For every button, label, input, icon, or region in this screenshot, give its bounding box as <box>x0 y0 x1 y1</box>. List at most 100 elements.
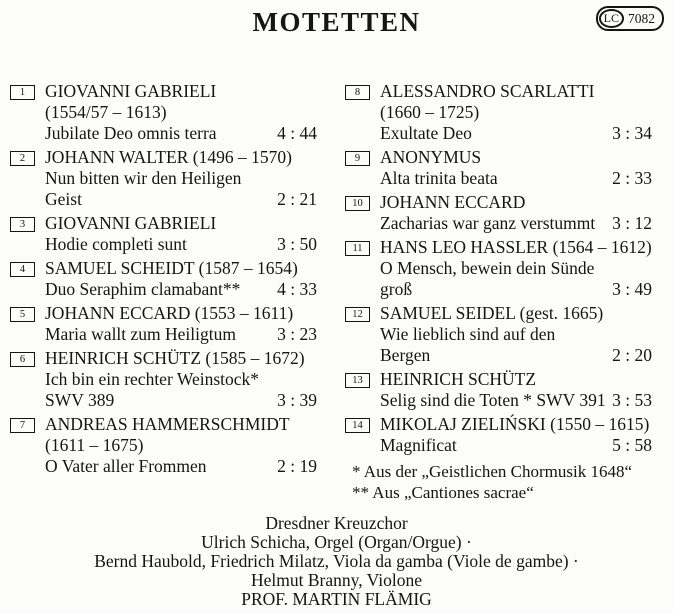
track-lines: JOHANN ECCARD (1553 – 1611) Maria wallt z… <box>45 303 317 345</box>
composer-name: HANS LEO HASSLER (1564 – 1612) <box>380 237 652 257</box>
track-duration: 3 : 53 <box>612 390 652 410</box>
title-line: Geist 2 : 21 <box>45 189 317 210</box>
track-duration: 2 : 21 <box>277 189 317 209</box>
composer-line: GIOVANNI GABRIELI <box>45 213 317 234</box>
title-line: Duo Seraphim clamabant** 4 : 33 <box>45 279 317 300</box>
track-number-box: 10 <box>345 196 370 211</box>
composer-name: HEINRICH SCHÜTZ <box>380 369 537 389</box>
track-entry: 9 ANONYMUS Alta trinita beata 2 : 33 <box>345 147 652 189</box>
track-entry: 11 HANS LEO HASSLER (1564 – 1612) O Mensch… <box>345 237 652 300</box>
track-entry: 4 SAMUEL SCHEIDT (1587 – 1654) Duo Seraphi… <box>10 258 317 300</box>
track-number: 13 <box>352 375 363 386</box>
track-duration: 2 : 19 <box>277 456 317 476</box>
track-number-box: 8 <box>345 85 370 100</box>
credit-line: Dresdner Kreuzchor <box>265 513 408 533</box>
track-number-box: 6 <box>10 352 35 367</box>
composer-name: SAMUEL SEIDEL (gest. 1665) <box>380 303 604 323</box>
track-number-box: 7 <box>10 418 35 433</box>
composer-name: ANONYMUS <box>380 147 482 167</box>
track-title: Alta trinita beata <box>380 168 498 188</box>
title-line: Wie lieblich sind auf den <box>380 324 652 345</box>
track-duration: 3 : 49 <box>612 279 652 299</box>
title-line: Nun bitten wir den Heiligen <box>45 168 317 189</box>
title-line: SWV 389 3 : 39 <box>45 390 317 411</box>
track-lines: GIOVANNI GABRIELI (1554/57 – 1613) Jubilat… <box>45 81 317 144</box>
composer-line: HANS LEO HASSLER (1564 – 1612) <box>380 237 652 258</box>
track-number: 11 <box>352 243 363 254</box>
composer-name: ALESSANDRO SCARLATTI <box>380 81 595 101</box>
track-number-box: 4 <box>10 262 35 277</box>
composer-name: GIOVANNI GABRIELI <box>45 213 217 233</box>
title-line: (1554/57 – 1613) <box>45 102 317 123</box>
track-duration: 4 : 33 <box>277 279 317 299</box>
lc-logo: LC <box>598 9 624 28</box>
title-line: Jubilate Deo omnis terra 4 : 44 <box>45 123 317 144</box>
footnote-line: * Aus der „Geistlichen Chormusik 1648“ <box>352 462 632 481</box>
track-title: Ich bin ein rechter Weinstock* <box>45 369 260 389</box>
track-lines: HANS LEO HASSLER (1564 – 1612) O Mensch, … <box>380 237 652 300</box>
track-title: O Mensch, bewein dein Sünde <box>380 258 595 278</box>
title-line: (1660 – 1725) <box>380 102 652 123</box>
track-number-box: 5 <box>10 307 35 322</box>
composer-line: HEINRICH SCHÜTZ (1585 – 1672) <box>45 348 317 369</box>
title-line: Ich bin ein rechter Weinstock* <box>45 369 317 390</box>
track-title: Wie lieblich sind auf den <box>380 324 556 344</box>
track-title: (1554/57 – 1613) <box>45 102 167 122</box>
track-lines: ANDREAS HAMMERSCHMIDT (1611 – 1675) O Vate… <box>45 414 317 477</box>
composer-line: SAMUEL SEIDEL (gest. 1665) <box>380 303 652 324</box>
track-title: Geist <box>45 189 82 209</box>
page-title: MOTETTEN <box>252 7 421 37</box>
track-entry: 12 SAMUEL SEIDEL (gest. 1665) Wie lieblich… <box>345 303 652 366</box>
track-lines: ALESSANDRO SCARLATTI (1660 – 1725) Exultat… <box>380 81 652 144</box>
composer-line: JOHANN WALTER (1496 – 1570) <box>45 147 317 168</box>
tracklist-column-left: 1 GIOVANNI GABRIELI (1554/57 – 1613) Jubila… <box>10 81 317 503</box>
track-number: 6 <box>19 354 26 365</box>
title-line: Alta trinita beata 2 : 33 <box>380 168 652 189</box>
credit-line: Helmut Branny, Violone <box>250 570 422 590</box>
composer-name: ANDREAS HAMMERSCHMIDT <box>45 414 290 434</box>
track-number: 7 <box>19 420 26 431</box>
title-line: Zacharias war ganz verstummt 3 : 12 <box>380 213 652 234</box>
track-lines: JOHANN ECCARD Zacharias war ganz verstumm… <box>380 192 652 234</box>
track-title: Jubilate Deo omnis terra <box>45 123 217 143</box>
track-title: groß <box>380 279 413 299</box>
tracklist: 1 GIOVANNI GABRIELI (1554/57 – 1613) Jubila… <box>0 81 673 503</box>
track-entry: 5 JOHANN ECCARD (1553 – 1611) Maria wallt … <box>10 303 317 345</box>
track-entry: 14 MIKOLAJ ZIELIŃSKI (1550 – 1615) Magnifi… <box>345 414 652 456</box>
track-number: 2 <box>19 153 26 164</box>
track-number-box: 13 <box>345 373 370 388</box>
composer-line: HEINRICH SCHÜTZ <box>380 369 652 390</box>
track-number-box: 14 <box>345 418 370 433</box>
footnotes: * Aus der „Geistlichen Chormusik 1648“ **… <box>345 461 652 503</box>
track-title: Exultate Deo <box>380 123 472 143</box>
track-number: 14 <box>352 420 363 431</box>
track-entry: 1 GIOVANNI GABRIELI (1554/57 – 1613) Jubila… <box>10 81 317 144</box>
title-line: Hodie completi sunt 3 : 50 <box>45 234 317 255</box>
composer-name: MIKOLAJ ZIELIŃSKI (1550 – 1615) <box>380 414 650 434</box>
title-line: Exultate Deo 3 : 34 <box>380 123 652 144</box>
composer-line: JOHANN ECCARD <box>380 192 652 213</box>
composer-line: JOHANN ECCARD (1553 – 1611) <box>45 303 317 324</box>
track-duration: 3 : 34 <box>612 123 652 143</box>
composer-line: SAMUEL SCHEIDT (1587 – 1654) <box>45 258 317 279</box>
track-duration: 3 : 39 <box>277 390 317 410</box>
track-lines: SAMUEL SCHEIDT (1587 – 1654) Duo Seraphim… <box>45 258 317 300</box>
credit-line: Bernd Haubold, Friedrich Milatz, Viola d… <box>94 551 579 571</box>
track-title: (1660 – 1725) <box>380 102 480 122</box>
track-lines: MIKOLAJ ZIELIŃSKI (1550 – 1615) Magnifica… <box>380 414 652 456</box>
credit-line: Ulrich Schicha, Orgel (Organ/Orgue) · <box>201 532 472 552</box>
title-line: Selig sind die Toten * SWV 391 3 : 53 <box>380 390 652 411</box>
track-duration: 3 : 50 <box>277 234 317 254</box>
track-lines: ANONYMUS Alta trinita beata 2 : 33 <box>380 147 652 189</box>
label-code-badge: LC 7082 <box>595 6 664 31</box>
composer-name: JOHANN ECCARD (1553 – 1611) <box>45 303 294 323</box>
track-title: SWV 389 <box>45 390 115 410</box>
track-number-box: 11 <box>345 241 370 256</box>
track-number-box: 1 <box>10 85 35 100</box>
title-line: Magnificat 5 : 58 <box>380 435 652 456</box>
track-lines: SAMUEL SEIDEL (gest. 1665) Wie lieblich s… <box>380 303 652 366</box>
track-title: Zacharias war ganz verstummt <box>380 213 596 233</box>
title-line: O Vater aller Frommen 2 : 19 <box>45 456 317 477</box>
title-line: O Mensch, bewein dein Sünde <box>380 258 652 279</box>
